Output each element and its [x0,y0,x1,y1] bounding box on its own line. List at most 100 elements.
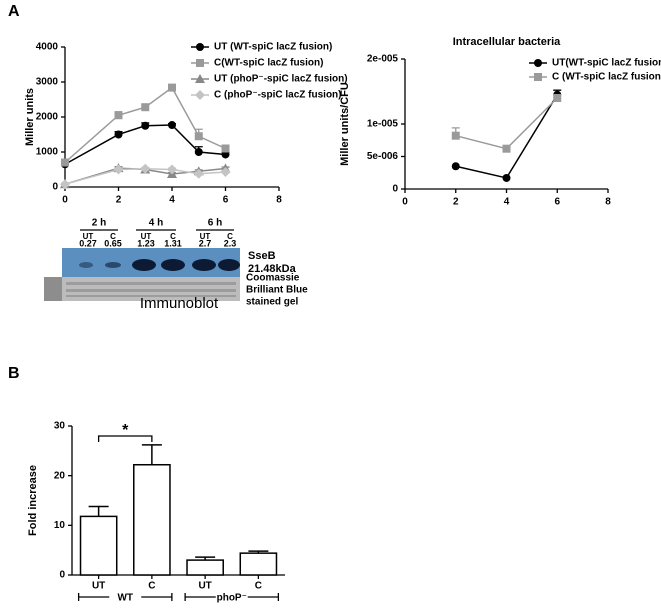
blot-caption: Immunoblot [140,295,219,312]
point [141,103,150,112]
legend-marker [534,59,542,67]
point [451,131,460,140]
point [193,168,204,179]
time-label: 6 h [208,218,222,229]
y-tick-label: 2000 [36,112,59,123]
x-tick-label: 0 [62,195,68,206]
significance-bracket [97,435,153,442]
group-label: WT [117,593,133,604]
legend-marker [195,74,205,83]
legend-marker [196,43,204,51]
x-tick-label: C [255,581,262,592]
series-line [64,124,226,165]
group-label: phoP⁻ [217,593,247,604]
legend-label: C(WT-spiC lacZ fusion) [214,58,323,69]
group-label-bg [215,591,248,603]
blot-bands [79,259,240,271]
x-tick-label: 4 [169,195,175,206]
time-label: 4 h [149,218,163,229]
y-tick-label: 0 [52,182,58,193]
x-tick-label: C [148,581,155,592]
lane-label: C [227,232,233,241]
x-tick-label: 0 [402,197,408,208]
lane-label: C [170,232,176,241]
point [168,121,176,130]
y-tick-label: 30 [54,421,66,432]
point [502,144,511,153]
y-axis-label: Miller units [24,88,36,146]
series-line [64,167,226,185]
y-tick-label: 20 [54,470,66,481]
y-tick-label: 1e-005 [367,119,399,130]
group-label-bg [109,591,142,603]
point [221,144,230,153]
x-tick-label: 2 [453,197,459,208]
point [220,166,231,177]
point [114,111,123,120]
error-bar [88,505,109,517]
point [141,121,150,130]
legend-marker [534,73,542,81]
point [114,130,123,139]
point [168,83,176,92]
series-line [455,94,558,179]
legend-label: C (phoP⁻-spiC lacZ fusion) [214,90,342,101]
band-label: SseB [248,250,276,262]
y-tick-label: 0 [392,184,398,195]
x-tick-label: 6 [223,195,229,206]
x-tick-label: 8 [276,195,282,206]
legend-marker [196,59,204,67]
point [194,148,203,156]
bar [186,559,224,576]
point [140,163,151,174]
y-axis-label: Fold increase [27,465,39,536]
lane-label: UT [83,232,94,241]
x-tick-label: 8 [605,197,611,208]
panel-label: A [8,3,20,20]
gel-bands [66,282,236,297]
lane-label: UT [200,232,211,241]
time-label: 2 h [92,218,106,229]
x-tick-label: 4 [504,197,510,208]
lane-value: 1.23 [137,238,155,248]
band-label: 21.48kDa [248,263,297,275]
x-tick-label: 2 [116,195,122,206]
point [60,179,70,190]
panel-label: B [8,365,20,382]
point [61,158,69,167]
legend-label: UT(WT-spiC lacZ fusion) [552,58,661,69]
x-tick-label: UT [198,581,211,592]
legend-label: UT (phoP⁻-spiC lacZ fusion) [214,74,348,85]
bar [133,463,171,576]
series-line [64,86,226,164]
lane-label: UT [141,232,152,241]
point [167,164,177,175]
y-tick-label: 2e-005 [367,54,399,65]
gel-label: Coomassie [246,273,300,284]
significance-label: * [122,422,129,439]
point [113,164,124,175]
y-tick-label: 10 [54,520,66,531]
lane-value: 2.3 [224,238,237,248]
bar [79,515,118,576]
legend-label: UT (WT-spiC lacZ fusion) [214,42,332,53]
y-tick-label: 0 [59,570,65,581]
error-bar [141,444,162,465]
y-tick-label: 3000 [36,77,59,88]
lane-value: 0.27 [79,238,97,248]
ladder [44,277,62,301]
chart-title: Intracellular bacteria [453,36,561,48]
y-tick-label: 5e-006 [367,151,399,162]
blot-image [44,229,240,301]
lane-label: C [110,232,116,241]
gel-label: stained gel [246,297,298,308]
point [451,162,460,171]
lane-value: 2.7 [199,238,212,248]
y-axis-label: Miller units/CFU [339,82,351,166]
point [553,94,562,102]
lane-value: 1.31 [164,238,182,248]
y-tick-label: 1000 [36,147,59,158]
lane-value: 0.65 [104,238,122,248]
